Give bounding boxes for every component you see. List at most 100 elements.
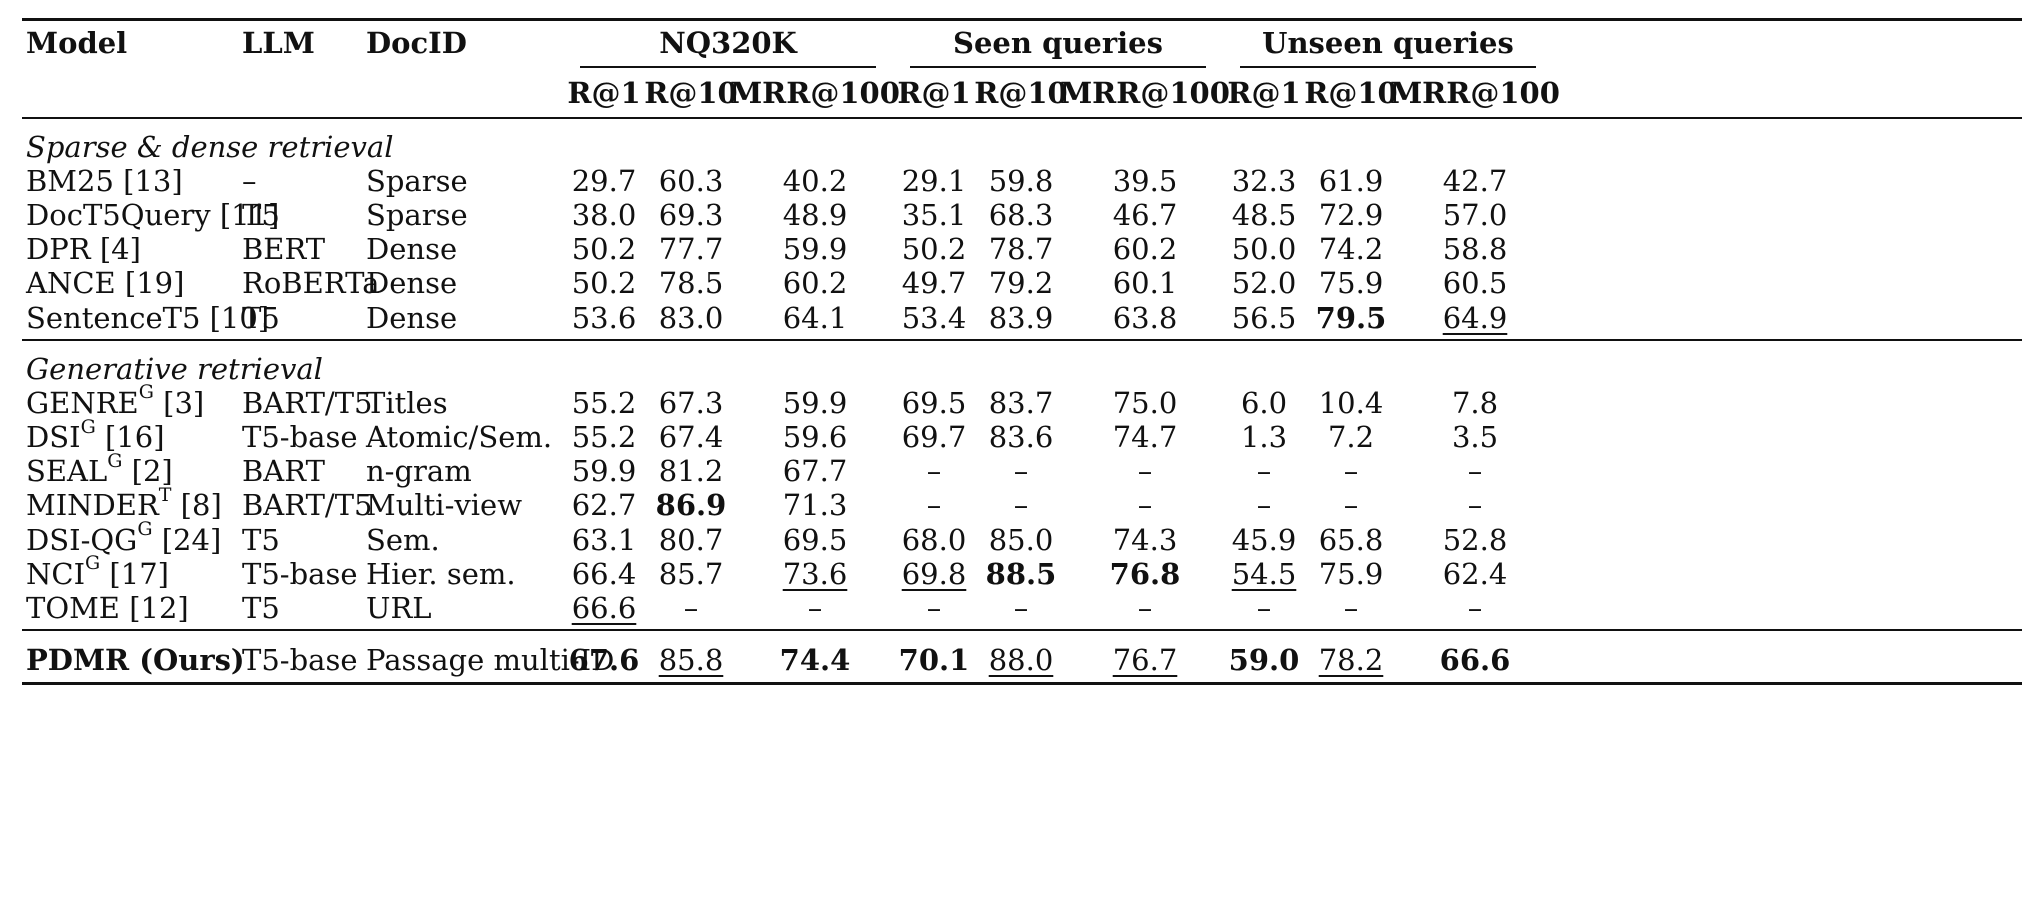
value-cell: 78.2 [1318,643,1384,677]
value-cell: 85.8 [658,643,724,677]
group-header-nq320k: NQ320K [659,26,797,60]
value-cell: 32.3 [1231,164,1297,199]
value-cell: 55.2 [571,386,637,421]
value-cell: 48.9 [782,198,848,233]
value-cell: 68.3 [988,198,1054,233]
value-cell: – [1343,454,1359,489]
value-cell: 79.5 [1315,300,1387,335]
value-cell: 78.5 [658,266,724,301]
group-header-unseen-queries: Unseen queries [1262,26,1514,60]
value-cell: 63.8 [1112,300,1178,335]
value-cell: 57.0 [1442,198,1508,233]
value-cell: 7.2 [1327,420,1375,455]
model-superscript: T [158,483,172,506]
value-cell: 60.3 [658,164,724,199]
value-cell: 76.8 [1109,556,1181,591]
docid-cell: Titles [366,386,448,421]
model-superscript: G [138,381,154,404]
llm-cell: T5-base [242,556,358,591]
value-cell: – [1343,590,1359,625]
value-cell: 55.2 [571,420,637,455]
model-name: DPR [4] [26,232,141,267]
value-cell: – [1256,454,1272,489]
value-cell: 69.7 [901,420,967,455]
value-cell: 38.0 [571,198,637,233]
docid-cell: Sem. [366,522,440,557]
group-rule-seen-queries [910,66,1206,68]
docid-cell: Dense [366,266,458,301]
value-cell: 10.4 [1318,386,1384,421]
llm-cell: – [242,164,257,199]
docid-cell: Passage multi-ID [366,643,615,677]
metric-header-unseen-r1: R@1 [1227,76,1301,110]
value-cell: 46.7 [1112,198,1178,233]
value-cell: 65.8 [1318,522,1384,557]
value-cell: 67.6 [568,643,640,677]
value-cell: 75.9 [1318,266,1384,301]
value-cell: 50.2 [901,232,967,267]
value-cell: 71.3 [782,488,848,523]
value-cell: – [1013,488,1029,523]
group-header-seen-queries: Seen queries [953,26,1163,60]
value-cell: 88.5 [985,556,1057,591]
value-cell: – [1137,488,1153,523]
docid-cell: URL [366,590,432,625]
value-cell: 75.0 [1112,386,1178,421]
value-cell: 64.9 [1442,300,1508,335]
value-cell: 66.4 [571,556,637,591]
model-name: TOME [12] [26,590,189,625]
value-cell: 74.4 [779,643,851,677]
value-cell: 59.9 [782,232,848,267]
value-cell: 60.5 [1442,266,1508,301]
llm-cell: BART [242,454,325,489]
value-cell: 62.4 [1442,556,1508,591]
top-rule [22,18,2022,21]
value-cell: 59.9 [571,454,637,489]
value-cell: 52.0 [1231,266,1297,301]
header-docid: DocID [366,26,467,60]
value-cell: 68.0 [901,522,967,557]
value-cell: 64.1 [782,300,848,335]
value-cell: 88.0 [988,643,1054,677]
model-superscript: G [80,415,96,438]
value-cell: 83.7 [988,386,1054,421]
value-cell: 86.9 [655,488,727,523]
model-name: SEALG [2] [26,449,173,489]
value-cell: 56.5 [1231,300,1297,335]
value-cell: 29.7 [571,164,637,199]
value-cell: 69.5 [782,522,848,557]
value-cell: – [926,590,942,625]
value-cell: 83.0 [658,300,724,335]
model-superscript: G [85,551,101,574]
llm-cell: T5 [242,590,280,625]
model-name: MINDERT [8] [26,483,222,523]
value-cell: 74.2 [1318,232,1384,267]
value-cell: 85.7 [658,556,724,591]
llm-cell: T5-base [242,420,358,455]
value-cell: 35.1 [901,198,967,233]
section-rule [22,339,2022,341]
value-cell: – [1467,590,1483,625]
value-cell: – [807,590,823,625]
value-cell: 59.0 [1228,643,1300,677]
docid-cell: Dense [366,232,458,267]
value-cell: 73.6 [782,556,848,591]
metric-header-nq320k-r1: R@1 [567,76,641,110]
header-llm: LLM [242,26,315,60]
value-cell: 70.1 [898,643,970,677]
value-cell: 60.2 [1112,232,1178,267]
value-cell: 72.9 [1318,198,1384,233]
value-cell: 53.6 [571,300,637,335]
value-cell: – [926,488,942,523]
metric-header-unseen-mrr100: MRR@100 [1390,76,1560,110]
metric-header-nq320k-r10: R@10 [644,76,738,110]
value-cell: – [1013,454,1029,489]
section-title-sparse-dense: Sparse & dense retrieval [26,130,394,164]
value-cell: 3.5 [1451,420,1499,455]
value-cell: 67.4 [658,420,724,455]
value-cell: 83.6 [988,420,1054,455]
value-cell: 50.2 [571,266,637,301]
ours-rule [22,629,2022,631]
llm-cell: BART/T5 [242,386,373,421]
model-name: DSI-QGG [24] [26,517,222,557]
